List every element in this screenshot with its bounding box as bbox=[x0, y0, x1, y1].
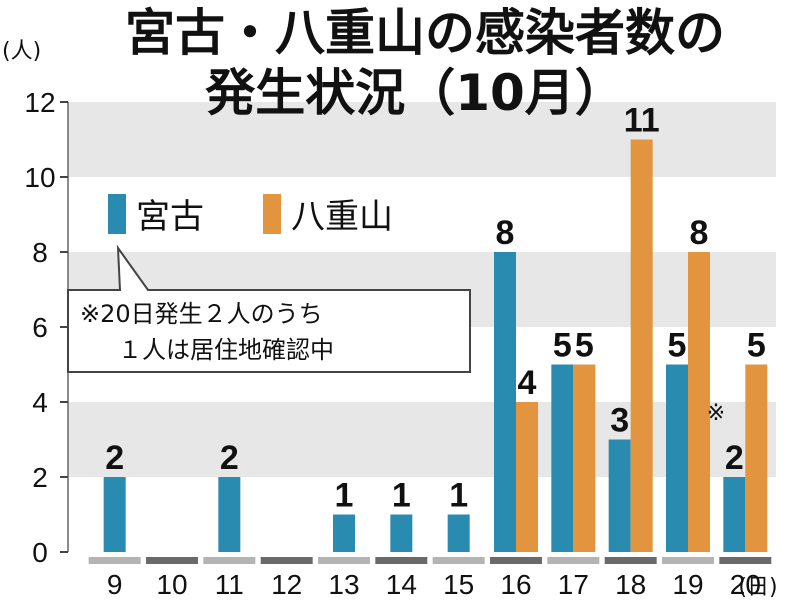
data-label-miyako: 2 bbox=[105, 439, 124, 477]
data-label-miyako: 1 bbox=[392, 477, 411, 515]
x-category-marker bbox=[260, 557, 313, 564]
x-tick-label: 15 bbox=[443, 569, 474, 600]
legend: 宮古 八重山 bbox=[108, 194, 393, 237]
annotation-line2: １人は居住地確認中 bbox=[118, 336, 334, 364]
y-tick-label: 8 bbox=[32, 237, 48, 268]
annotation-callout bbox=[67, 244, 471, 373]
x-category-marker bbox=[662, 557, 714, 564]
x-tick-label: 12 bbox=[271, 569, 302, 600]
x-category-marker bbox=[604, 557, 657, 564]
y-tick-label: 2 bbox=[32, 462, 48, 493]
x-axis-unit: (日) bbox=[738, 575, 777, 600]
bar-miyako bbox=[494, 252, 516, 552]
x-tick-label: 11 bbox=[215, 569, 244, 600]
x-category-marker bbox=[88, 557, 141, 564]
bar-miyako bbox=[447, 514, 470, 552]
x-tick-label: 14 bbox=[386, 569, 417, 600]
annotation-note: ※20日発生２人のうち １人は居住地確認中 bbox=[67, 244, 471, 373]
bar-yaeyama bbox=[688, 252, 710, 552]
x-category-marker bbox=[318, 557, 370, 564]
data-label-yaeyama: 11 bbox=[624, 102, 660, 140]
x-category-marker bbox=[203, 557, 256, 564]
axes: 0 2 4 6 8 10 12 bbox=[24, 87, 69, 568]
x-tick-label: 9 bbox=[107, 569, 123, 600]
data-label-miyako: 5 bbox=[553, 327, 572, 365]
y-tick-label: 12 bbox=[24, 87, 55, 118]
data-label-miyako: 3 bbox=[610, 402, 629, 440]
x-tick-label: 13 bbox=[328, 569, 359, 600]
bar-miyako bbox=[103, 477, 126, 552]
x-tick-label: 10 bbox=[156, 569, 187, 600]
data-label-yaeyama: 5 bbox=[575, 327, 594, 365]
legend-swatch-yaeyama bbox=[263, 194, 281, 234]
bar-miyako bbox=[390, 514, 413, 552]
bar-miyako bbox=[333, 514, 355, 552]
x-tick-label: 17 bbox=[558, 569, 589, 600]
data-label-yaeyama: 4 bbox=[518, 364, 537, 402]
x-tick-label: 20 bbox=[730, 569, 761, 600]
bars bbox=[103, 139, 768, 552]
y-tick-label: 0 bbox=[32, 537, 48, 568]
legend-label-miyako: 宮古 bbox=[136, 197, 204, 237]
x-category-marker bbox=[375, 557, 428, 564]
x-category-marker bbox=[432, 557, 485, 564]
bar-yaeyama bbox=[630, 139, 653, 552]
bar-miyako bbox=[551, 364, 574, 552]
x-tick-label: 16 bbox=[500, 569, 531, 600]
data-label-miyako: 1 bbox=[449, 477, 468, 515]
x-category-marker bbox=[547, 557, 600, 564]
x-tick-label: 19 bbox=[672, 569, 703, 600]
bar-yaeyama bbox=[745, 364, 768, 552]
y-tick-label: 10 bbox=[24, 162, 55, 193]
x-category-marker bbox=[146, 557, 198, 564]
data-label-yaeyama: 8 bbox=[690, 214, 709, 252]
chart-title-line2: 発生状況（10月） bbox=[205, 64, 625, 122]
data-label-miyako: 2 bbox=[725, 439, 744, 477]
bar-yaeyama bbox=[516, 402, 538, 552]
data-label-miyako: 5 bbox=[668, 327, 687, 365]
y-tick-label: 4 bbox=[32, 387, 48, 418]
data-label-miyako: 8 bbox=[496, 214, 515, 252]
grid-band bbox=[68, 102, 776, 177]
bar-miyako bbox=[218, 477, 241, 552]
data-label-miyako: 2 bbox=[220, 439, 239, 477]
data-label-yaeyama: 5 bbox=[747, 327, 766, 365]
legend-swatch-miyako bbox=[108, 194, 126, 234]
legend-label-yaeyama: 八重山 bbox=[291, 197, 393, 237]
grid-band bbox=[68, 402, 776, 477]
y-axis-unit: (人) bbox=[2, 39, 41, 64]
bar-yaeyama bbox=[573, 364, 596, 552]
x-category-marker bbox=[719, 557, 772, 564]
bar-miyako bbox=[608, 439, 631, 552]
data-label-miyako: 1 bbox=[335, 477, 354, 515]
x-category-marker bbox=[490, 557, 542, 564]
bar-miyako bbox=[723, 477, 746, 552]
chart-title-line1: 宮古・八重山の感染者数の bbox=[125, 4, 725, 62]
bar-miyako bbox=[666, 364, 688, 552]
annotation-line1: ※20日発生２人のうち bbox=[80, 300, 323, 328]
y-tick-label: 6 bbox=[32, 312, 48, 343]
x-tick-label: 18 bbox=[615, 569, 646, 600]
x-axis: 9 10 11 12 13 14 15 16 17 18 19 20 bbox=[88, 557, 772, 600]
annotation-mark: ※ bbox=[707, 401, 725, 426]
